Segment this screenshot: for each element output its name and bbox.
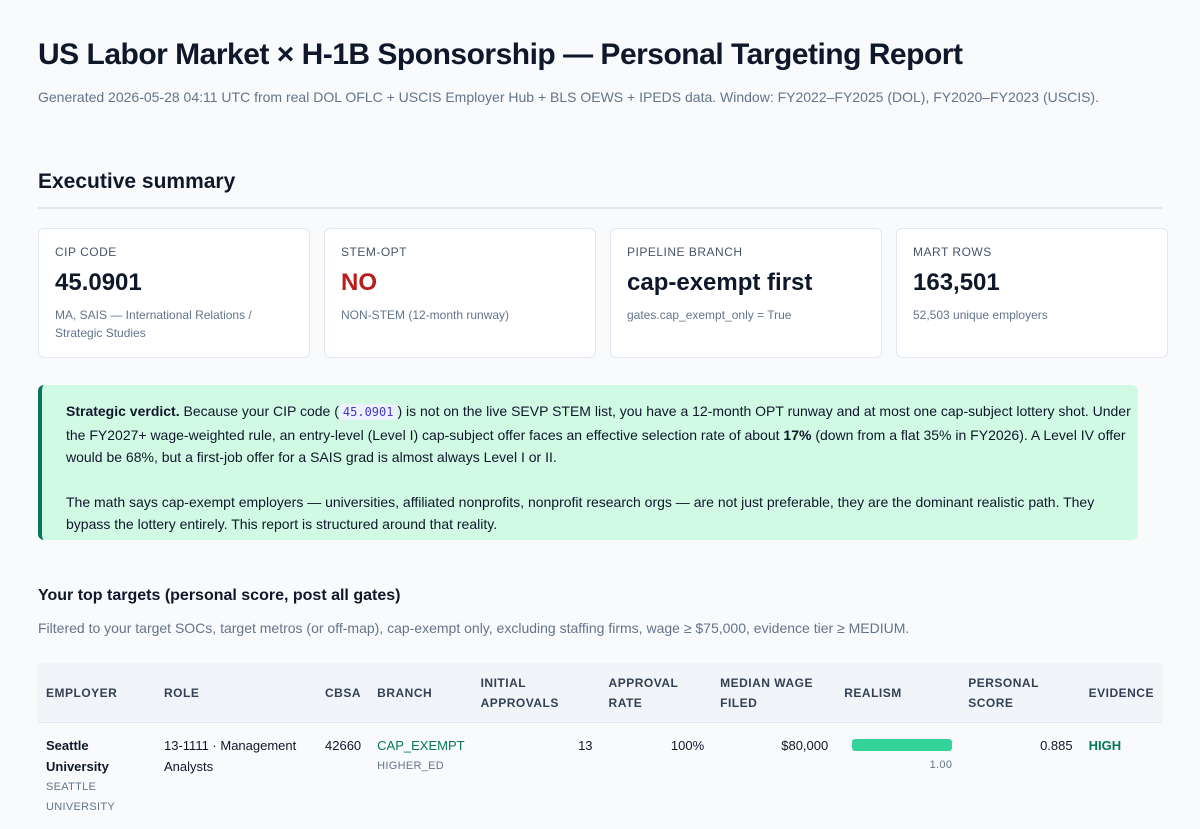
realism-label: 1.00 [844, 755, 952, 775]
cbsa: 42660 [317, 723, 369, 829]
column-header: INITIAL APPROVALS [473, 663, 601, 723]
column-header: REALISM [836, 663, 960, 723]
column-header: PERSONAL SCORE [960, 663, 1080, 723]
card-label: MART ROWS [913, 245, 1151, 259]
card-value: NO [341, 269, 579, 297]
column-header: CBSA [317, 663, 369, 723]
verdict-paragraph: The math says cap-exempt employers — uni… [66, 491, 1138, 536]
page: US Labor Market × H-1B Sponsorship — Per… [0, 0, 1200, 811]
code: 45.0901 [339, 404, 398, 420]
rate: 17% [783, 427, 811, 443]
evidence: HIGH [1081, 723, 1162, 829]
text: Because your CIP code ( [180, 403, 339, 419]
personal-score: 0.885 [960, 723, 1080, 829]
realism-bar [852, 739, 952, 751]
summary-card: MART ROWS 163,501 52,503 unique employers [896, 228, 1168, 358]
verdict: Strategic verdict. Because your CIP code… [38, 385, 1138, 540]
card-label: CIP CODE [55, 245, 293, 259]
card-note: gates.cap_exempt_only = True [627, 306, 865, 324]
section-heading: Your top targets (personal score, post a… [38, 587, 400, 605]
verdict-paragraph: Strategic verdict. Because your CIP code… [66, 400, 1138, 469]
card-label: PIPELINE BRANCH [627, 245, 865, 259]
median-wage: $80,000 [712, 723, 836, 829]
branch: CAP_EXEMPT [377, 735, 464, 756]
column-header: EMPLOYER [38, 663, 156, 723]
summary-card: CIP CODE 45.0901 MA, SAIS — International … [38, 228, 310, 358]
summary-card: STEM-OPT NO NON-STEM (12-month runway) [324, 228, 596, 358]
employer: Seattle University [46, 735, 148, 777]
subtitle: Generated 2026-05-28 04:11 UTC from real… [38, 89, 1099, 105]
column-header: APPROVAL RATE [601, 663, 713, 723]
role: 13-1111 · Management Analysts [156, 723, 317, 829]
column-header: MEDIAN WAGE FILED [712, 663, 836, 723]
initial-approvals: 13 [473, 723, 601, 829]
verdict-lead: Strategic verdict. [66, 403, 180, 419]
summary-card: PIPELINE BRANCH cap-exempt first gates.cap… [610, 228, 882, 358]
card-value: cap-exempt first [627, 269, 865, 297]
filter-note: Filtered to your target SOCs, target met… [38, 620, 909, 636]
card-note: 52,503 unique employers [913, 306, 1151, 324]
column-header: ROLE [156, 663, 317, 723]
card-value: 163,501 [913, 269, 1151, 297]
realism-track [852, 739, 952, 751]
approval-rate: 100% [601, 723, 713, 829]
employer-sub: SEATTLE UNIVERSITY [46, 777, 148, 817]
column-header: EVIDENCE [1081, 663, 1162, 723]
card-note: NON-STEM (12-month runway) [341, 306, 579, 324]
summary-cards: CIP CODE 45.0901 MA, SAIS — International … [38, 228, 1168, 358]
section-heading: Executive summary [38, 170, 1162, 209]
cell: 1.00 [836, 723, 960, 829]
branch-sub: HIGHER_ED [377, 756, 464, 776]
card-label: STEM-OPT [341, 245, 579, 259]
card-value: 45.0901 [55, 269, 293, 297]
title: US Labor Market × H-1B Sponsorship — Per… [38, 38, 962, 72]
column-header: BRANCH [369, 663, 472, 723]
card-note: MA, SAIS — International Relations / Str… [55, 306, 293, 342]
